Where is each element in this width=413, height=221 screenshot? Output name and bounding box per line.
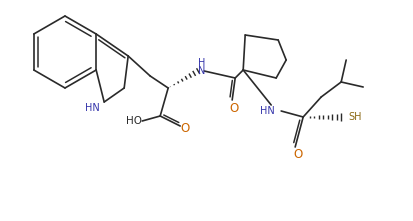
Text: HN: HN bbox=[260, 106, 275, 116]
Text: O: O bbox=[294, 149, 303, 162]
Text: N: N bbox=[199, 66, 206, 76]
Text: HN: HN bbox=[85, 103, 100, 113]
Text: SH: SH bbox=[349, 112, 362, 122]
Text: O: O bbox=[230, 101, 239, 114]
Text: HO: HO bbox=[126, 116, 142, 126]
Text: H: H bbox=[199, 58, 206, 68]
Text: O: O bbox=[180, 122, 190, 135]
